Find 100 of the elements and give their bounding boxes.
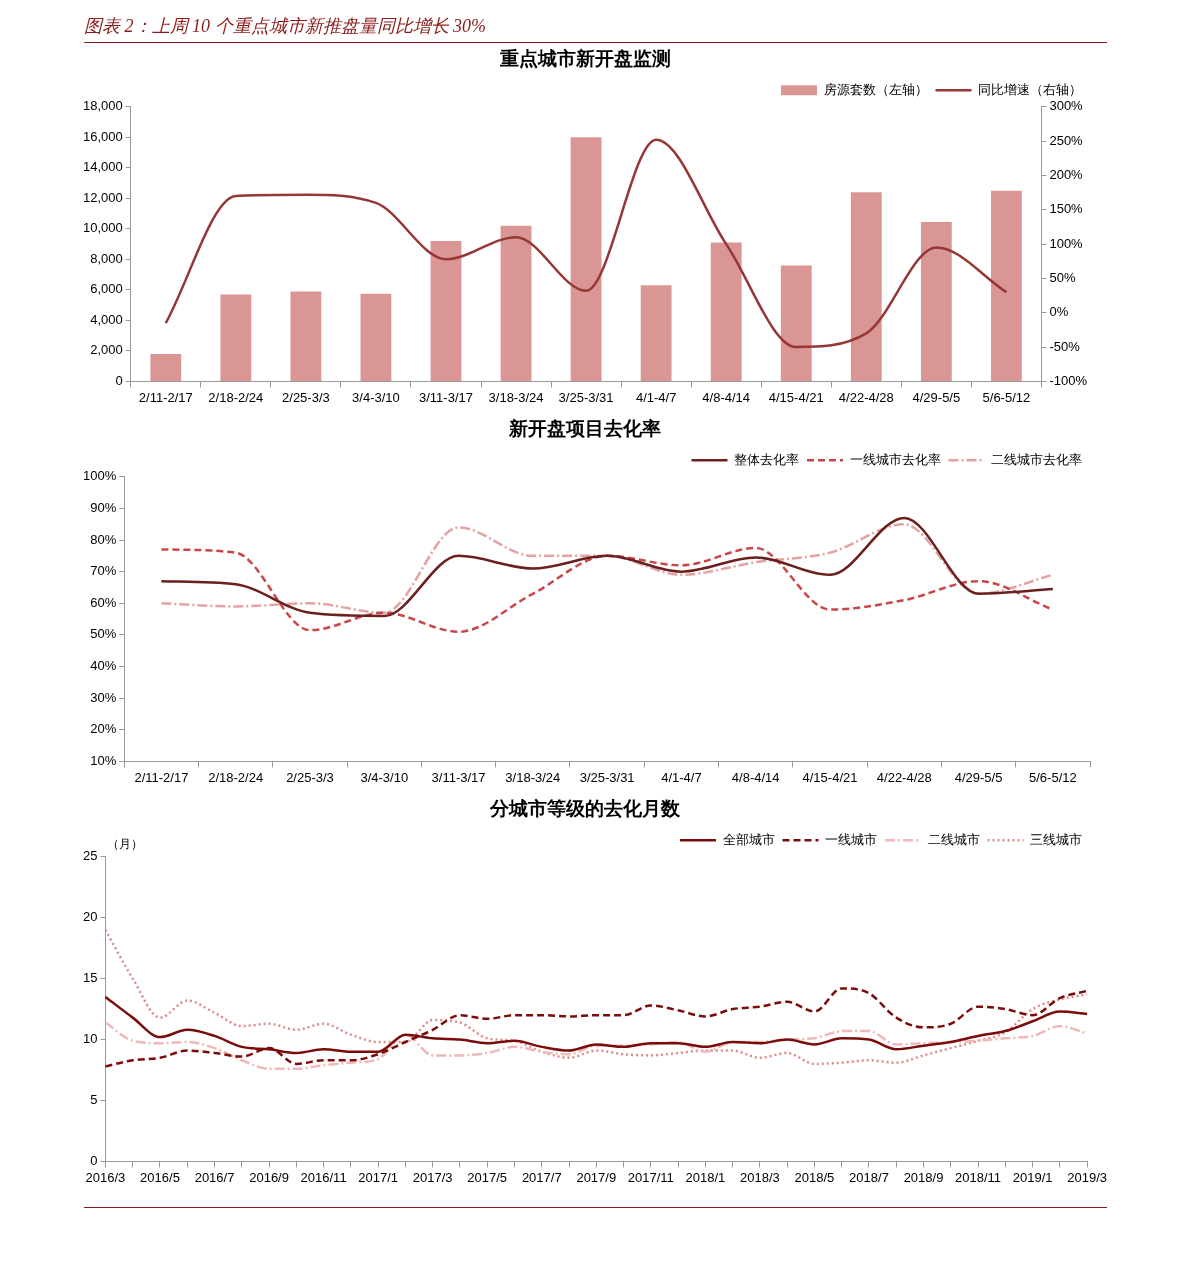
x-tick-label: 3/18-3/24	[505, 769, 561, 785]
x-tick-label: 4/22-4/28	[876, 769, 932, 785]
y2-tick-label: 200%	[1049, 167, 1084, 183]
x-tick-label: 2/25-3/3	[286, 769, 334, 785]
legend-label: 整体去化率	[734, 451, 799, 467]
x-tick-label: 2/18-2/24	[208, 769, 264, 785]
x-tick-label: 4/8-4/14	[731, 769, 780, 785]
text: 图表 2：上周 10 个重点城市新推盘量同比增长 30%	[84, 14, 1107, 43]
line-series	[164, 138, 1008, 349]
y-tick-label: 20	[82, 909, 98, 925]
x-tick-label: 2016/11	[300, 1169, 347, 1185]
x-tick-label: 2016/9	[249, 1169, 289, 1185]
y-tick-label: 0	[90, 1152, 98, 1168]
x-tick-label: 2017/1	[358, 1169, 399, 1185]
x-tick-label: 5/6-5/12	[982, 389, 1031, 405]
y-tick-label: 5	[90, 1092, 98, 1108]
x-tick-label: 4/29-5/5	[912, 389, 961, 405]
x-tick-label: 3/11-3/17	[431, 769, 486, 785]
legend-label: 三线城市	[1030, 831, 1082, 847]
bar	[990, 190, 1022, 381]
x-tick-label: 2017/3	[412, 1169, 453, 1185]
x-tick-label: 2018/9	[903, 1169, 944, 1185]
bar	[500, 225, 532, 381]
chart-title: 重点城市新开盘监测	[498, 48, 671, 70]
y2-tick-label: 0%	[1049, 304, 1069, 320]
x-tick-label: 2018/11	[955, 1169, 1002, 1185]
legend-label: 房源套数（左轴）	[823, 81, 928, 97]
bar	[150, 353, 182, 381]
bar	[640, 285, 672, 381]
y-tick-label: 8,000	[90, 250, 123, 266]
legend-label: 一线城市去化率	[849, 451, 941, 467]
y-tick-label: 10	[82, 1031, 98, 1047]
x-tick-label: 2017/11	[627, 1169, 674, 1185]
x-tick-label: 3/25-3/31	[558, 389, 614, 405]
y-tick-label: 40%	[90, 658, 117, 674]
chart-title: 新开盘项目去化率	[508, 418, 661, 440]
x-tick-label: 3/4-3/10	[352, 389, 400, 405]
x-tick-label: 2017/7	[521, 1169, 562, 1185]
y-tick-label: 14,000	[83, 159, 123, 175]
x-tick-label: 4/15-4/21	[802, 769, 858, 785]
y2-tick-label: -50%	[1049, 338, 1081, 354]
x-tick-label: 2018/3	[740, 1169, 780, 1185]
y-tick-label: 80%	[90, 531, 117, 547]
x-tick-label: 4/29-5/5	[954, 769, 1003, 785]
y-tick-label: 100%	[83, 468, 117, 484]
y-tick-label: 15	[82, 970, 98, 986]
y-tick-label: 2,000	[90, 342, 123, 358]
bar	[430, 241, 462, 381]
bar	[920, 221, 952, 381]
x-tick-label: 4/1-4/7	[635, 389, 677, 405]
y2-tick-label: 150%	[1049, 201, 1084, 217]
y-tick-label: 10%	[90, 752, 117, 768]
x-tick-label: 2019/3	[1067, 1169, 1107, 1185]
x-tick-label: 2/18-2/24	[208, 389, 264, 405]
x-tick-label: 2019/1	[1012, 1169, 1053, 1185]
legend-label: 二线城市去化率	[991, 451, 1082, 467]
y-tick-label: 30%	[90, 689, 117, 705]
x-tick-label: 4/22-4/28	[838, 389, 894, 405]
x-tick-label: 2/11-2/17	[138, 389, 193, 405]
legend-label: 二线城市	[927, 831, 980, 847]
x-tick-label: 3/18-3/24	[488, 389, 544, 405]
legend-label: 同比增速（右轴）	[978, 81, 1082, 97]
y-tick-label: 90%	[90, 500, 117, 515]
y-tick-label: 18,000	[83, 98, 123, 114]
x-tick-label: 2017/5	[467, 1169, 508, 1185]
y-tick-label: 60%	[90, 594, 117, 610]
y-axis-title: （月）	[107, 836, 144, 851]
y-tick-label: 25	[82, 848, 98, 864]
x-tick-label: 2018/7	[849, 1169, 889, 1185]
chart-title: 分城市等级的去化月数	[489, 798, 681, 820]
x-tick-label: 2017/9	[576, 1169, 617, 1185]
y2-tick-label: 300%	[1049, 98, 1084, 114]
line-series	[104, 928, 1089, 1066]
x-tick-label: 2016/7	[194, 1169, 235, 1185]
x-tick-label: 2/25-3/3	[282, 389, 330, 405]
x-tick-label: 2/11-2/17	[134, 769, 189, 785]
bar	[360, 293, 392, 381]
x-tick-label: 4/1-4/7	[661, 769, 702, 785]
x-tick-label: 3/4-3/10	[360, 769, 409, 785]
y-tick-label: 12,000	[83, 189, 123, 205]
x-tick-label: 2016/5	[140, 1169, 180, 1185]
legend-label: 一线城市	[825, 831, 877, 847]
y-tick-label: 20%	[90, 721, 117, 737]
bar	[850, 192, 882, 381]
x-tick-label: 2018/5	[794, 1169, 835, 1185]
x-tick-label: 2018/1	[685, 1169, 726, 1185]
bar	[570, 137, 602, 381]
bar	[290, 291, 322, 381]
line-series	[104, 987, 1089, 1068]
x-tick-label: 2016/3	[85, 1169, 126, 1185]
y2-tick-label: 50%	[1049, 270, 1076, 285]
y-tick-label: 50%	[90, 626, 117, 642]
x-tick-label: 4/15-4/21	[768, 389, 824, 405]
x-tick-label: 5/6-5/12	[1029, 769, 1077, 785]
bar	[220, 294, 252, 381]
y2-tick-label: 100%	[1049, 235, 1084, 251]
y-tick-label: 70%	[90, 563, 117, 579]
bar	[780, 265, 812, 381]
y-tick-label: 6,000	[90, 281, 123, 297]
y-tick-label: 4,000	[90, 311, 123, 327]
